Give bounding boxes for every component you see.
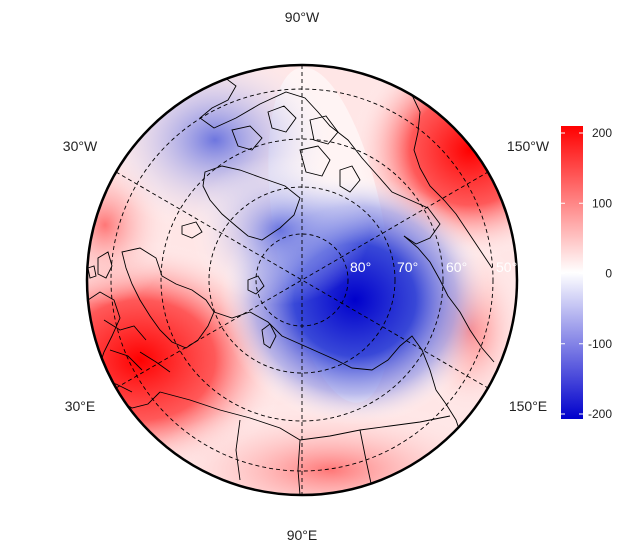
lon-label-lower-right: 150°E bbox=[509, 398, 547, 414]
positive-anomaly-asia bbox=[140, 400, 517, 495]
colorbar-tick-label: 200 bbox=[592, 126, 612, 140]
colorbar-tick-label: 0 bbox=[605, 267, 612, 281]
lat-label-70: 70° bbox=[397, 259, 418, 275]
meridian-30e-150w bbox=[115, 171, 489, 389]
siberia-coast bbox=[213, 311, 437, 391]
lat-label-80: 80° bbox=[350, 259, 371, 275]
lat-label-60: 60° bbox=[446, 259, 467, 275]
lon-label-lower-left: 30°E bbox=[65, 398, 96, 414]
colorbar-tick-label: -200 bbox=[588, 407, 612, 421]
latitude-labels: 80° 70° 60° 50° bbox=[350, 259, 517, 275]
north-america-coast bbox=[179, 69, 441, 245]
lon-label-bottom: 90°E bbox=[287, 527, 318, 543]
europe-borders bbox=[95, 319, 171, 393]
lon-label-upper-left: 30°W bbox=[63, 138, 98, 154]
west-coast-na bbox=[411, 94, 493, 269]
colorbar-tick-label: 100 bbox=[592, 196, 612, 210]
lat-label-50: 50° bbox=[496, 259, 517, 275]
greenland-coast bbox=[202, 165, 301, 241]
colorbar-ticks: 200 100 0 -100 -200 bbox=[561, 126, 612, 421]
colorbar-tick-label: -100 bbox=[588, 337, 612, 351]
iceland-coast bbox=[181, 221, 203, 239]
novaya-zemlya-coast bbox=[261, 323, 277, 349]
coastlines bbox=[87, 69, 495, 495]
map-boundary bbox=[85, 63, 519, 497]
canadian-archipelago-coast bbox=[231, 105, 361, 193]
alaska-coast bbox=[403, 235, 495, 363]
meridian-30w-150e bbox=[115, 171, 489, 389]
colorbar: 200 100 0 -100 -200 bbox=[561, 126, 612, 421]
lon-label-top: 90°W bbox=[285, 9, 320, 25]
anomaly-field bbox=[87, 65, 517, 495]
longitude-labels: 90°W 90°E 30°W 30°E 150°W 150°E bbox=[63, 9, 550, 543]
uk-coast bbox=[87, 251, 113, 279]
graticule bbox=[110, 65, 494, 495]
asia-interior-borders bbox=[159, 391, 451, 495]
colorbar-gradient bbox=[561, 126, 583, 419]
lon-label-upper-right: 150°W bbox=[507, 138, 550, 154]
latitude-circle-60 bbox=[160, 138, 444, 422]
